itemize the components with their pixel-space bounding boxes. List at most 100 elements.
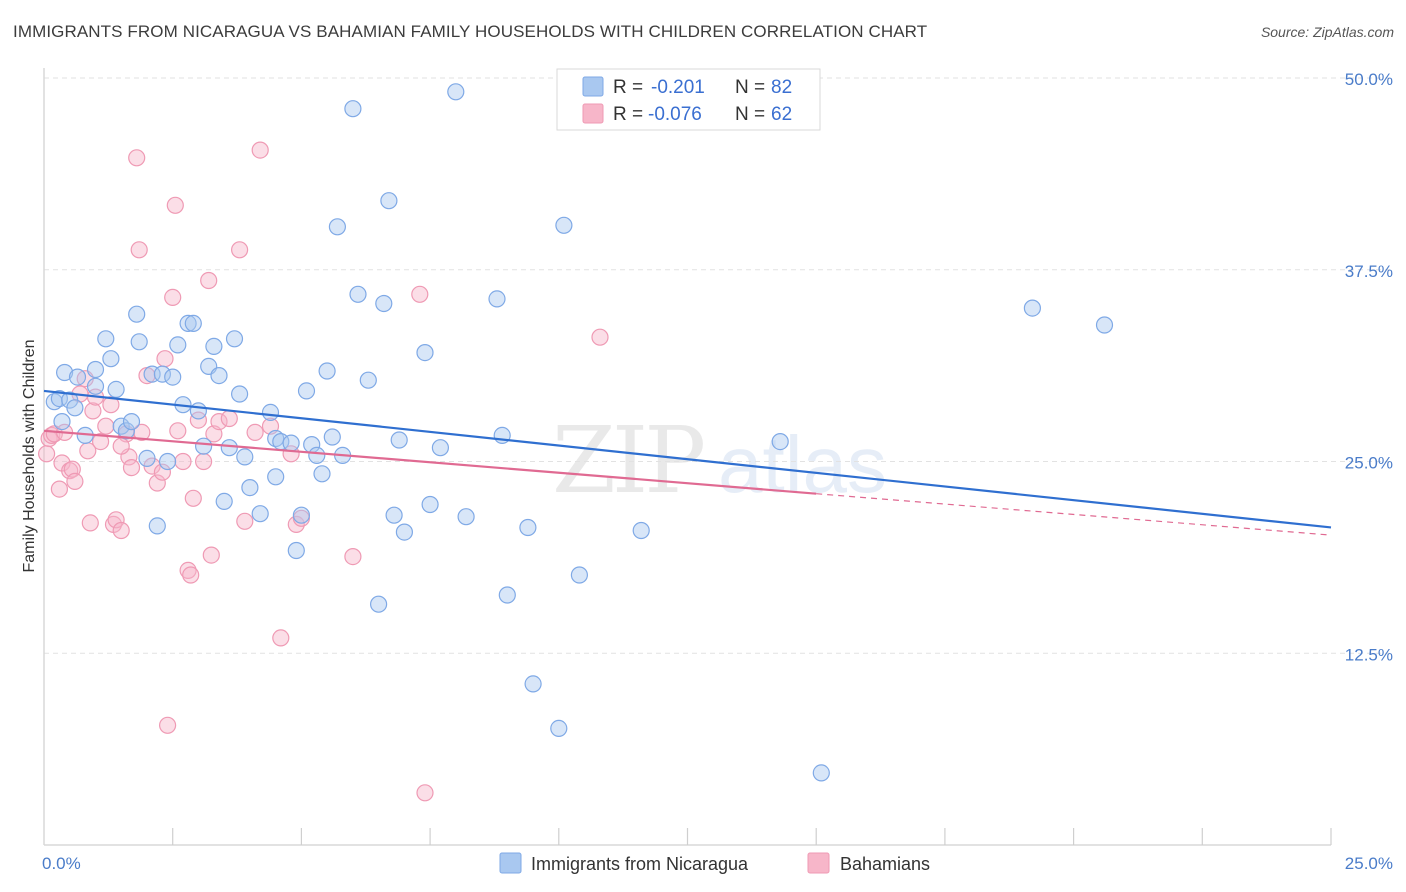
nicaragua-point-3	[55, 363, 74, 382]
nicaragua-point-71	[498, 586, 516, 604]
nicaragua-point-53	[328, 218, 346, 236]
nicaragua-point-63	[395, 523, 413, 541]
trend-line-bahamians-extension	[816, 493, 1332, 536]
nicaragua-point-16	[128, 305, 146, 323]
nicaragua-point-79	[812, 764, 830, 782]
bahamians-point-60	[37, 445, 56, 463]
nicaragua-point-17	[130, 333, 148, 351]
bahamians-point-38	[182, 566, 200, 584]
trend-lines	[43, 389, 1332, 536]
bottom-legend-label-blue: Immigrants from Nicaragua	[531, 854, 749, 874]
x-tick-label-1: 25.0%	[1345, 854, 1393, 873]
nicaragua-point-6	[68, 368, 87, 386]
bahamians-point-30	[153, 463, 171, 481]
nicaragua-point-78	[771, 433, 789, 451]
nicaragua-point-80	[1023, 299, 1042, 317]
bahamians-point-36	[174, 452, 192, 471]
bahamians-point-45	[210, 413, 228, 431]
nicaragua-point-27	[184, 314, 202, 332]
bahamians-point-32	[159, 716, 177, 734]
legend-n-value-pink: 62	[771, 104, 792, 125]
nicaragua-point-26	[179, 314, 197, 332]
nicaragua-point-31	[205, 337, 223, 355]
bahamians-point-29	[148, 474, 166, 492]
bahamians-point-34	[166, 196, 184, 214]
y-axis-tick-labels: 50.0% 37.5% 25.0% 12.5%	[1345, 70, 1393, 664]
legend-n-label-pink: N =	[735, 104, 765, 125]
bahamians-point-15	[91, 433, 110, 451]
series-immigrants-from-nicaragua	[45, 83, 1114, 782]
nicaragua-point-56	[349, 285, 367, 303]
nicaragua-point-57	[359, 371, 377, 389]
trend-line-nicaragua	[43, 389, 1332, 529]
nicaragua-point-33	[215, 492, 233, 510]
nicaragua-point-62	[390, 431, 408, 449]
nicaragua-point-39	[251, 505, 269, 523]
trend-line-bahamians	[43, 429, 817, 495]
nicaragua-point-29	[195, 437, 213, 455]
bahamians-point-42	[200, 271, 218, 290]
nicaragua-point-60	[380, 192, 398, 210]
bahamians-point-41	[195, 452, 213, 471]
nicaragua-point-77	[632, 521, 650, 540]
bottom-legend: Immigrants from Nicaragua Bahamians	[499, 852, 930, 874]
bahamians-point-52	[272, 629, 290, 647]
chart-title: IMMIGRANTS FROM NICARAGUA VS BAHAMIAN FA…	[13, 22, 928, 41]
legend-box: R = -0.201 N = 82 R = -0.076 N = 62	[556, 68, 821, 131]
bahamians-point-37	[179, 561, 197, 580]
nicaragua-point-72	[519, 518, 537, 537]
nicaragua-point-10	[97, 330, 115, 348]
legend-r-label-blue: R =	[613, 77, 643, 98]
bahamians-point-17	[102, 396, 120, 414]
series-bahamians	[37, 141, 609, 802]
legend-r-label-pink: R =	[613, 104, 643, 125]
nicaragua-point-68	[457, 508, 475, 526]
nicaragua-point-65	[421, 495, 439, 514]
chart-source: Source: ZipAtlas.com	[1260, 24, 1394, 40]
bahamians-point-50	[251, 141, 269, 159]
bahamians-point-39	[184, 489, 202, 507]
gridlines	[44, 77, 1392, 654]
bahamians-point-13	[84, 402, 102, 420]
nicaragua-point-5	[66, 399, 84, 417]
nicaragua-point-14	[117, 422, 136, 440]
nicaragua-point-67	[447, 83, 465, 101]
nicaragua-point-81	[1095, 316, 1114, 334]
nicaragua-point-21	[153, 365, 171, 383]
nicaragua-point-64	[416, 344, 434, 362]
x-axis-tick-labels: 0.0% 25.0%	[42, 854, 1393, 873]
bahamians-point-43	[202, 546, 220, 564]
nicaragua-point-44	[282, 434, 300, 452]
nicaragua-point-28	[189, 402, 207, 420]
bahamians-point-25	[130, 241, 148, 259]
bahamians-point-35	[169, 422, 187, 440]
nicaragua-point-18	[138, 449, 156, 467]
bahamians-point-46	[220, 409, 238, 428]
legend-swatch-pink	[582, 103, 604, 124]
nicaragua-point-61	[385, 506, 403, 524]
nicaragua-point-76	[570, 566, 589, 584]
legend-swatch-blue	[582, 76, 604, 97]
legend-r-value-blue: -0.201	[651, 77, 705, 98]
bahamians-point-40	[189, 411, 207, 429]
bahamians-point-3	[50, 480, 69, 498]
nicaragua-point-74	[550, 719, 568, 738]
nicaragua-point-23	[164, 368, 182, 386]
nicaragua-point-66	[431, 439, 449, 457]
bottom-legend-label-pink: Bahamians	[840, 854, 930, 874]
nicaragua-point-45	[287, 541, 305, 560]
nicaragua-point-15	[122, 413, 141, 431]
nicaragua-point-75	[555, 216, 573, 234]
nicaragua-point-41	[267, 429, 285, 448]
nicaragua-point-35	[225, 330, 244, 348]
nicaragua-point-32	[210, 367, 228, 385]
bahamians-point-49	[246, 423, 264, 441]
nicaragua-point-47	[297, 382, 316, 400]
nicaragua-point-49	[308, 446, 326, 464]
bahamians-point-61	[112, 437, 130, 455]
nicaragua-point-46	[292, 506, 310, 524]
nicaragua-point-2	[53, 413, 71, 431]
legend-n-label-blue: N =	[735, 77, 765, 98]
nicaragua-point-59	[375, 294, 393, 313]
